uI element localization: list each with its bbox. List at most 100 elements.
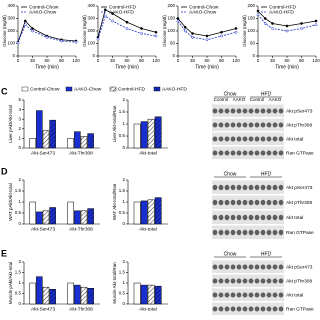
row-label: Ran GTPase <box>286 150 314 156</box>
y-tick-label: 0 <box>122 145 125 150</box>
bar <box>29 201 36 225</box>
x-tick-label: Akt-Ser473 <box>31 306 55 312</box>
point <box>191 35 194 39</box>
group-label: HFD <box>261 171 272 177</box>
blot-band <box>236 214 242 221</box>
bar <box>140 284 148 305</box>
blot-band <box>224 306 230 312</box>
y-tick-label: 0 <box>18 221 21 226</box>
lane-label: Control <box>214 97 229 102</box>
blot-band <box>254 136 260 142</box>
blot-band <box>236 199 242 206</box>
bar <box>87 288 94 305</box>
blot-band <box>248 292 254 298</box>
blot-band <box>272 136 278 142</box>
point <box>23 19 27 23</box>
blot-band <box>278 278 284 284</box>
x-tick-label: 0 <box>17 58 20 63</box>
blot-band <box>224 292 230 298</box>
y-tick-label: 1.5 <box>119 270 126 275</box>
blot-strip <box>212 118 284 131</box>
group-label: Chow <box>224 171 237 177</box>
blot-band <box>230 214 236 221</box>
blot-band <box>272 122 278 128</box>
blot-band <box>230 122 236 128</box>
point <box>314 19 318 23</box>
blot-band <box>254 122 260 128</box>
point <box>183 25 187 29</box>
y-tick-label: 150 <box>247 16 255 21</box>
blot-band <box>230 136 236 142</box>
blot-band <box>236 136 242 142</box>
x-tick-label: 60 <box>44 58 50 63</box>
bar <box>74 284 81 305</box>
y-tick-label: 2 <box>122 259 125 264</box>
blot-band <box>260 214 266 221</box>
row-label: Akt pThr308 <box>286 278 312 284</box>
lane-label: Control <box>250 97 265 102</box>
bar <box>42 130 50 149</box>
row-label: Akt total <box>286 136 303 142</box>
blot-band <box>266 122 272 128</box>
y-tick-label: 0 <box>122 301 125 306</box>
x-axis-label: Time (min) <box>115 64 139 70</box>
blot-band <box>254 184 260 191</box>
blot-band <box>278 214 284 221</box>
y-tick-label: 5 <box>18 97 21 102</box>
y-tick-label: 0.5 <box>119 133 126 138</box>
blot-band <box>272 108 278 114</box>
blot-band <box>236 278 242 284</box>
row-label: Akt pSer473 <box>286 108 313 114</box>
blot-band <box>248 108 254 114</box>
y-tick-label: 200 <box>7 28 15 33</box>
blot-band <box>224 108 230 114</box>
blot-band <box>230 229 236 236</box>
blot-band <box>260 108 266 114</box>
x-tick-label: 0 <box>257 58 260 63</box>
blot-band <box>224 214 230 221</box>
blot-band <box>248 199 254 206</box>
point <box>176 19 180 23</box>
line-series <box>257 10 317 27</box>
y-tick-label: 0 <box>252 53 255 58</box>
y-tick-label: 100 <box>87 41 95 46</box>
legend-swatch <box>153 86 161 92</box>
bar <box>87 208 94 225</box>
bar <box>140 200 148 225</box>
legend-label: Control-HFD <box>109 4 136 10</box>
blot-band <box>212 122 218 128</box>
legend-label: AAKO-HFD <box>269 9 294 15</box>
blot-band <box>260 306 266 312</box>
row-label: Akt total <box>286 215 303 221</box>
legend-label: AAKO-Chow <box>189 9 217 15</box>
blot-band <box>230 108 236 114</box>
blot-band <box>236 229 242 236</box>
x-tick-label: Akt-Ser473 <box>31 150 55 156</box>
blot-band <box>242 306 248 312</box>
blot-band <box>212 292 218 298</box>
panel-letter: D <box>1 166 8 176</box>
x-tick-label: 120 <box>152 58 160 63</box>
blot-band <box>278 229 284 236</box>
point <box>314 23 318 27</box>
legend-label: Control-Chow <box>30 86 60 92</box>
bar <box>74 210 81 225</box>
blot-band <box>218 278 224 284</box>
blot-band <box>212 306 218 312</box>
blot-band <box>272 199 278 206</box>
blot-band <box>260 150 266 156</box>
y-tick-label: 1 <box>18 280 21 285</box>
blot-band <box>260 136 266 142</box>
y-tick-label: 1.5 <box>119 109 126 114</box>
blot-band <box>212 108 218 114</box>
blot-band <box>272 264 278 270</box>
x-tick-label: 120 <box>72 58 80 63</box>
legend-label: AAKO-HFD <box>162 86 187 92</box>
bar <box>80 286 88 305</box>
point <box>234 27 238 30</box>
y-tick-label: 150 <box>167 16 175 21</box>
bar <box>67 201 74 225</box>
x-tick-label: 30 <box>110 58 116 63</box>
point <box>271 27 274 30</box>
